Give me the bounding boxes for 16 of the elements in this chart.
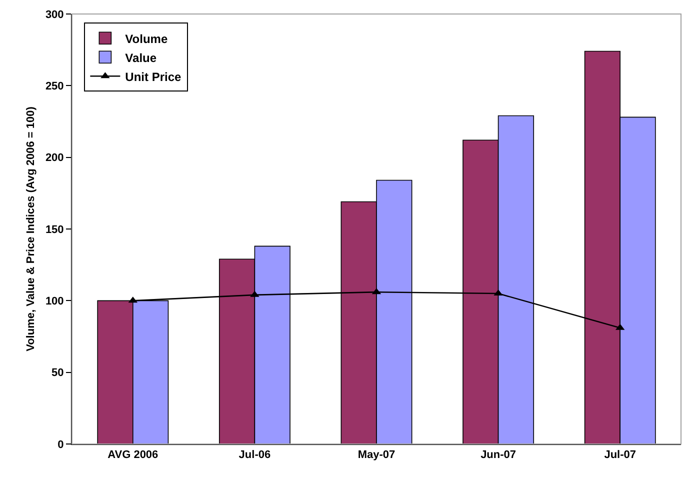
legend-label: Unit Price [125,70,182,84]
legend-label: Value [125,50,157,65]
x-tick-label: AVG 2006 [108,449,158,462]
x-tick-label: May-07 [358,449,396,462]
legend-label: Volume [125,32,168,46]
x-tick-label: Jul-06 [238,449,271,462]
y-tick-label: 300 [45,8,64,21]
y-tick-label: 100 [45,296,64,308]
y-tick-label: 150 [45,224,64,236]
y-tick-label: 0 [58,438,64,451]
y-tick-label: 200 [45,152,64,164]
x-tick-label: Jun-07 [480,449,516,462]
y-tick-label: 50 [52,367,64,380]
x-tick-label: Jul-07 [604,449,636,462]
y-tick-label: 250 [45,80,64,93]
y-axis-title: Volume, Value & Price Indices (Avg 2006 = 100) [25,106,38,352]
